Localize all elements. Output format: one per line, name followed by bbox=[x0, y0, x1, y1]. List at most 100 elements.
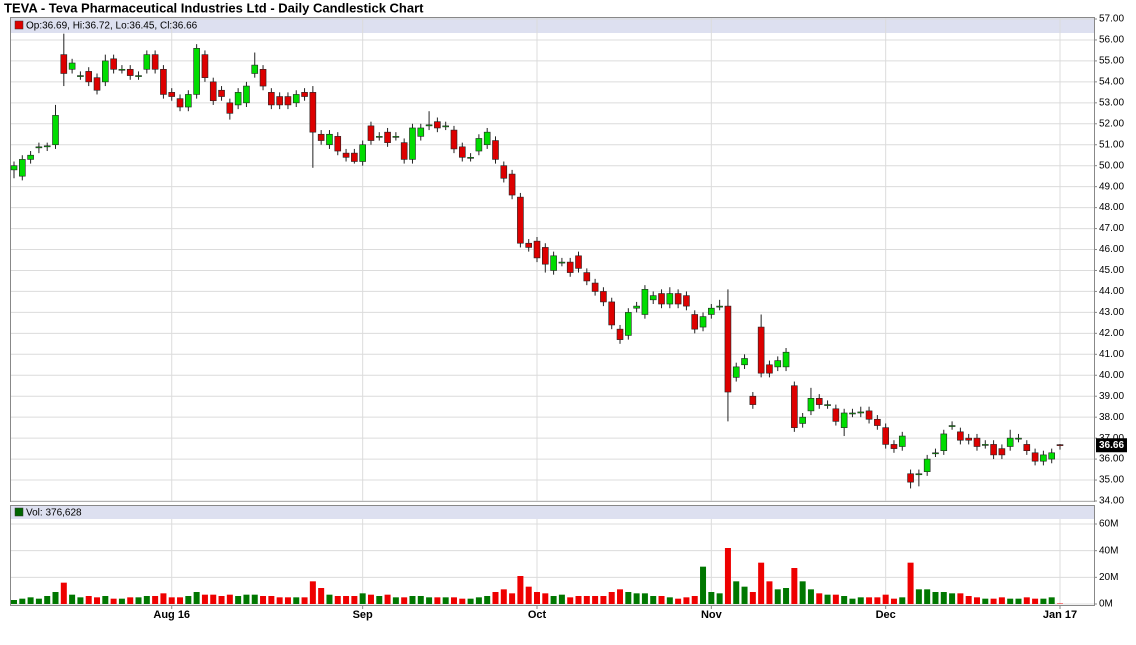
candle-body bbox=[998, 448, 1006, 456]
volume-bar bbox=[517, 576, 524, 604]
volume-bar bbox=[168, 597, 175, 604]
volume-bar bbox=[857, 597, 864, 604]
volume-bar bbox=[442, 597, 449, 604]
candle-body bbox=[500, 165, 508, 179]
candle-body bbox=[641, 289, 649, 315]
volume-bar bbox=[534, 592, 540, 604]
candle-body bbox=[110, 58, 117, 70]
candle-body bbox=[93, 77, 101, 91]
candle-body bbox=[649, 295, 657, 301]
volume-bar bbox=[60, 582, 67, 604]
volume-bar bbox=[542, 593, 549, 604]
y-tick-label: 52.00 bbox=[1099, 118, 1124, 129]
y-tick-label: 55.00 bbox=[1099, 56, 1124, 67]
volume-bar bbox=[525, 586, 532, 604]
volume-bar bbox=[982, 598, 989, 604]
y-tick-label: 47.00 bbox=[1099, 223, 1124, 234]
candle-body bbox=[450, 129, 458, 150]
candle-body bbox=[276, 96, 283, 106]
candle-body bbox=[209, 81, 217, 102]
candle-body bbox=[442, 125, 449, 128]
volume-bar bbox=[77, 597, 84, 604]
volume-bar bbox=[841, 596, 848, 604]
candle-body bbox=[591, 282, 599, 292]
candle-body bbox=[699, 316, 707, 328]
candle-body bbox=[932, 452, 939, 455]
volume-bar bbox=[218, 596, 225, 604]
candle-body bbox=[367, 125, 375, 141]
candle-body bbox=[409, 127, 416, 160]
volume-bar bbox=[52, 592, 59, 604]
volume-bar bbox=[260, 596, 267, 604]
volume-bar bbox=[691, 596, 698, 604]
volume-bar bbox=[434, 597, 441, 604]
volume-bar bbox=[110, 598, 117, 604]
volume-bar bbox=[235, 596, 242, 604]
candle-body bbox=[608, 301, 616, 326]
candle-body bbox=[10, 165, 18, 171]
y-tick-label: 45.00 bbox=[1099, 265, 1124, 276]
candle-body bbox=[616, 328, 624, 340]
candle-body bbox=[52, 115, 59, 146]
y-tick-label: 48.00 bbox=[1099, 202, 1124, 213]
volume-bar bbox=[500, 589, 507, 604]
volume-bar bbox=[118, 598, 125, 604]
candle-body bbox=[865, 410, 873, 420]
candle-body bbox=[151, 54, 159, 70]
y-tick-label: 42.00 bbox=[1099, 328, 1124, 339]
candle-body bbox=[766, 364, 773, 374]
legend-swatch bbox=[14, 20, 24, 30]
volume-bar bbox=[965, 596, 972, 604]
volume-bar bbox=[509, 593, 516, 604]
candle-body bbox=[575, 255, 582, 269]
volume-bar bbox=[550, 596, 557, 604]
volume-bar bbox=[990, 598, 997, 604]
candle-body bbox=[874, 418, 881, 426]
x-tick-label: Sep bbox=[353, 609, 373, 621]
candle-body bbox=[517, 196, 524, 244]
x-tick-label: Jan 17 bbox=[1043, 609, 1077, 621]
candle-body bbox=[243, 85, 250, 104]
candle-body bbox=[492, 140, 499, 160]
volume-bar bbox=[890, 598, 897, 604]
candle-body bbox=[1048, 452, 1055, 460]
candle-body bbox=[301, 92, 308, 97]
volume-bar bbox=[251, 594, 258, 604]
candle-body bbox=[135, 75, 142, 77]
volume-bar bbox=[791, 568, 798, 604]
candle-body bbox=[19, 159, 26, 177]
volume-bar bbox=[716, 593, 723, 604]
volume-bar bbox=[973, 597, 980, 604]
volume-bar bbox=[1023, 597, 1030, 604]
y-tick-label: 20M bbox=[1099, 572, 1118, 583]
volume-bar bbox=[675, 598, 682, 604]
candle-body bbox=[957, 431, 964, 441]
volume-bar bbox=[816, 593, 823, 604]
candle-body bbox=[176, 98, 184, 108]
volume-bar bbox=[832, 594, 839, 604]
volume-bar bbox=[758, 562, 765, 604]
volume-bar bbox=[658, 596, 665, 604]
volume-bar bbox=[284, 597, 291, 604]
volume-bar bbox=[35, 598, 42, 604]
volume-bar bbox=[484, 596, 491, 604]
volume-bar bbox=[384, 594, 391, 604]
candle-body bbox=[732, 366, 740, 378]
volume-bar bbox=[741, 586, 748, 604]
volume-bar bbox=[600, 596, 607, 604]
volume-bar bbox=[351, 596, 358, 604]
volume-bar bbox=[11, 600, 17, 604]
y-tick-label: 40M bbox=[1099, 545, 1118, 556]
volume-bar bbox=[376, 596, 383, 604]
volume-bar bbox=[957, 593, 964, 604]
y-tick-label: 49.00 bbox=[1099, 181, 1124, 192]
candle-body bbox=[35, 146, 43, 149]
volume-bar bbox=[949, 593, 956, 604]
candle-body bbox=[815, 398, 823, 405]
volume-bar bbox=[417, 596, 424, 604]
candle-body bbox=[741, 358, 748, 366]
volume-bar bbox=[940, 592, 947, 604]
volume-bar bbox=[774, 589, 781, 604]
volume-bar bbox=[185, 596, 192, 604]
x-tick-label: Dec bbox=[876, 609, 896, 621]
